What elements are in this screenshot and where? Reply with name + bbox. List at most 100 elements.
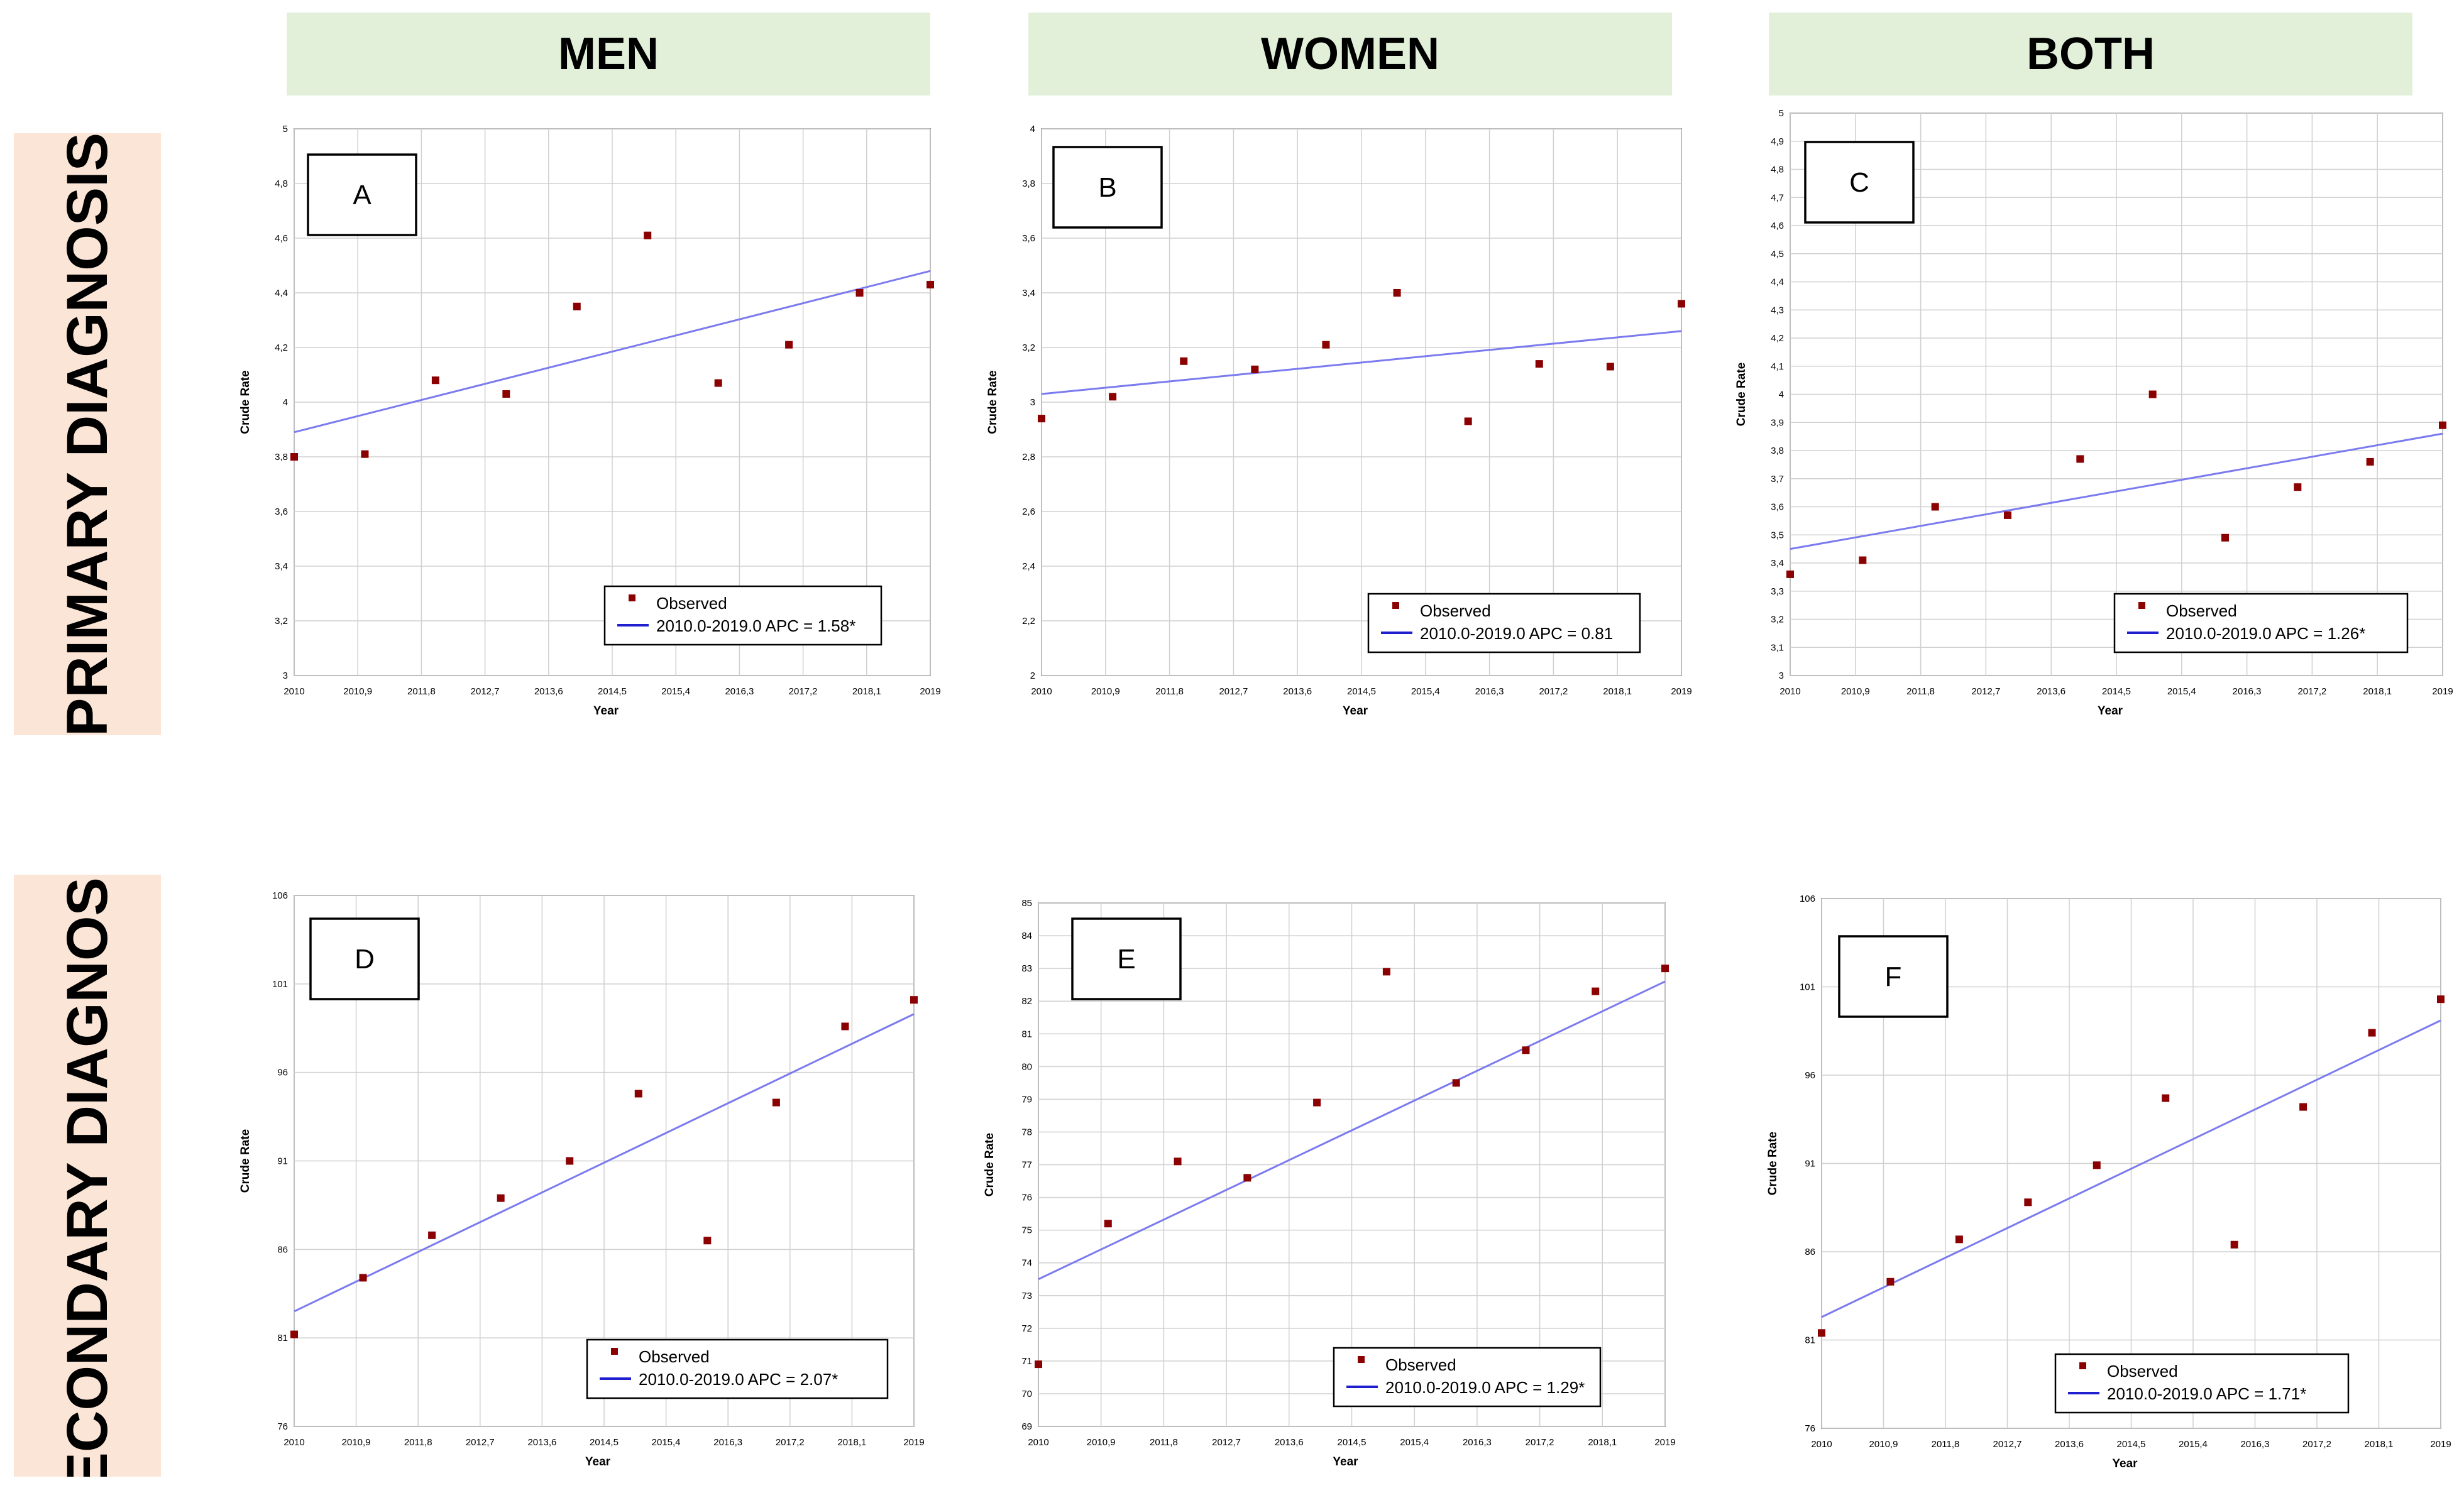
chart-a-y-tick-label: 4,2 [275, 342, 288, 353]
chart-c-x-tick-label: 2019 [2432, 686, 2453, 697]
chart-e-y-tick-label: 78 [1021, 1127, 1032, 1137]
chart-c-letter-box [1804, 141, 1915, 224]
chart-f-legend-observed-label: Observed [2107, 1362, 2178, 1381]
chart-f-x-tick-label: 2012,7 [1993, 1439, 2022, 1450]
chart-e-y-tick-label: 76 [1021, 1193, 1032, 1203]
chart-f-letter-box [1838, 935, 1949, 1018]
chart-a-y-tick-label: 3,4 [275, 561, 288, 572]
chart-e-x-tick-label: 2018,1 [1588, 1437, 1617, 1448]
chart-f-observed-point [1886, 1277, 1895, 1286]
chart-f-observed-point [2299, 1103, 2307, 1111]
chart-b-x-tick-label: 2018,1 [1603, 686, 1632, 697]
column-header-women: WOMEN [1028, 13, 1672, 96]
row-header-primary: PRIMARY DIAGNOSIS [14, 133, 161, 735]
chart-a-x-tick-label: 2011,8 [407, 686, 436, 697]
chart-e-y-tick-label: 75 [1021, 1225, 1032, 1236]
chart-f-x-tick-label: 2010,9 [1869, 1439, 1898, 1450]
chart-e-letter-box [1071, 917, 1182, 1000]
chart-e-legend-box [1333, 1347, 1602, 1408]
chart-b-x-tick-label: 2015,4 [1411, 686, 1440, 697]
chart-c-y-tick-label: 3,1 [1771, 642, 1784, 653]
chart-d-y-tick-label: 76 [277, 1421, 288, 1432]
chart-a-observed-point [573, 302, 581, 310]
chart-d-y-tick-label: 96 [277, 1068, 288, 1078]
chart-e-x-tick-label: 2017,2 [1526, 1437, 1554, 1448]
chart-b-y-axis-label: Crude Rate [986, 370, 999, 434]
chart-c-y-tick-label: 4,2 [1771, 333, 1784, 344]
chart-a-observed-point [502, 390, 510, 398]
chart-a-x-tick-label: 2017,2 [789, 686, 818, 697]
chart-a-y-tick-label: 4,8 [275, 178, 288, 189]
chart-e-y-tick-label: 73 [1021, 1291, 1032, 1301]
chart-c-y-axis-label: Crude Rate [1735, 363, 1748, 426]
chart-e-x-tick-label: 2015,4 [1400, 1437, 1429, 1448]
chart-e-observed-point [1382, 968, 1390, 976]
chart-a-x-tick-label: 2018,1 [852, 686, 881, 697]
chart-c-observed-point [1786, 570, 1794, 578]
chart-b-x-tick-label: 2010,9 [1091, 686, 1120, 697]
chart-b-observed-point [1535, 360, 1543, 368]
chart-b-y-tick-label: 3,6 [1022, 233, 1035, 244]
chart-c-y-tick-label: 3 [1779, 670, 1784, 681]
chart-b-legend-observed-marker [1392, 602, 1399, 609]
chart-f-x-tick-label: 2017,2 [2302, 1439, 2331, 1450]
chart-e-x-tick-label: 2010,9 [1087, 1437, 1116, 1448]
chart-b-observed-point [1393, 289, 1401, 297]
chart-d-x-tick-label: 2013,6 [527, 1437, 556, 1448]
chart-f-x-tick-label: 2010 [1811, 1439, 1832, 1450]
chart-a-legend-box [603, 585, 883, 646]
chart-e-y-tick-label: 72 [1021, 1323, 1032, 1334]
chart-f-x-tick-label: 2015,4 [2179, 1439, 2208, 1450]
chart-e-y-tick-label: 79 [1021, 1094, 1032, 1105]
chart-d-x-tick-label: 2015,4 [652, 1437, 681, 1448]
chart-c-legend-observed-label: Observed [2166, 601, 2237, 620]
chart-f-legend-observed-marker [2079, 1362, 2086, 1369]
chart-d-y-tick-label: 81 [277, 1333, 288, 1343]
chart-d-x-tick-label: 2010 [283, 1437, 304, 1448]
chart-f-legend-box [2054, 1353, 2350, 1414]
chart-a-legend-observed-marker [629, 594, 635, 601]
chart-b-observed-point [1251, 365, 1259, 373]
chart-b-letter-box [1052, 146, 1163, 229]
chart-a-x-tick-label: 2019 [920, 686, 940, 697]
chart-c-observed-point [1859, 556, 1867, 564]
chart-f-y-tick-label: 106 [1800, 894, 1815, 904]
chart-b-y-tick-label: 2,6 [1022, 506, 1035, 517]
chart-f-y-tick-label: 76 [1805, 1423, 1815, 1434]
chart-b-y-tick-label: 3,4 [1022, 288, 1035, 298]
chart-f-legend-trend-label: 2010.0-2019.0 APC = 1.71* [2107, 1384, 2306, 1403]
chart-b-y-tick-label: 2,2 [1022, 616, 1035, 626]
chart-e-y-tick-label: 69 [1021, 1421, 1032, 1432]
chart-c-panel-letter: C [1849, 167, 1869, 198]
chart-c-x-tick-label: 2010 [1779, 686, 1800, 697]
chart-d-observed-point [497, 1194, 505, 1202]
chart-e-legend-observed-marker [1358, 1356, 1365, 1363]
chart-e-y-tick-label: 80 [1021, 1061, 1032, 1072]
chart-c-observed-point [2076, 455, 2084, 463]
chart-d-y-tick-label: 106 [272, 890, 288, 901]
chart-e-observed-point [1522, 1046, 1530, 1054]
row-header-secondary: SECONDARY DIAGNOSIS [14, 875, 161, 1477]
chart-e-observed-point [1104, 1220, 1112, 1228]
chart-c-observed-point [2221, 533, 2229, 542]
chart-a-y-tick-label: 3,2 [275, 616, 288, 626]
chart-f-observed-point [2230, 1240, 2238, 1249]
chart-d-y-tick-label: 101 [272, 979, 288, 990]
chart-a-y-tick-label: 4,4 [275, 288, 288, 298]
chart-e-legend-trend-label: 2010.0-2019.0 APC = 1.29* [1385, 1378, 1585, 1397]
chart-a-x-tick-label: 2016,3 [725, 686, 754, 697]
chart-a-y-tick-label: 4,6 [275, 233, 288, 244]
chart-e-x-tick-label: 2016,3 [1463, 1437, 1492, 1448]
chart-b-y-tick-label: 3,2 [1022, 342, 1035, 353]
chart-c-y-tick-label: 4,8 [1771, 165, 1784, 175]
chart-c-y-tick-label: 4,9 [1771, 136, 1784, 147]
chart-a-panel-letter: A [353, 180, 371, 211]
chart-a-letter-box [307, 153, 417, 236]
chart-c-observed-point [1931, 503, 1939, 511]
chart-c-y-tick-label: 4,4 [1771, 277, 1784, 288]
chart-a-observed-point [290, 453, 298, 461]
chart-e-observed-point [1243, 1174, 1251, 1182]
chart-a-y-tick-label: 3,6 [275, 506, 288, 517]
